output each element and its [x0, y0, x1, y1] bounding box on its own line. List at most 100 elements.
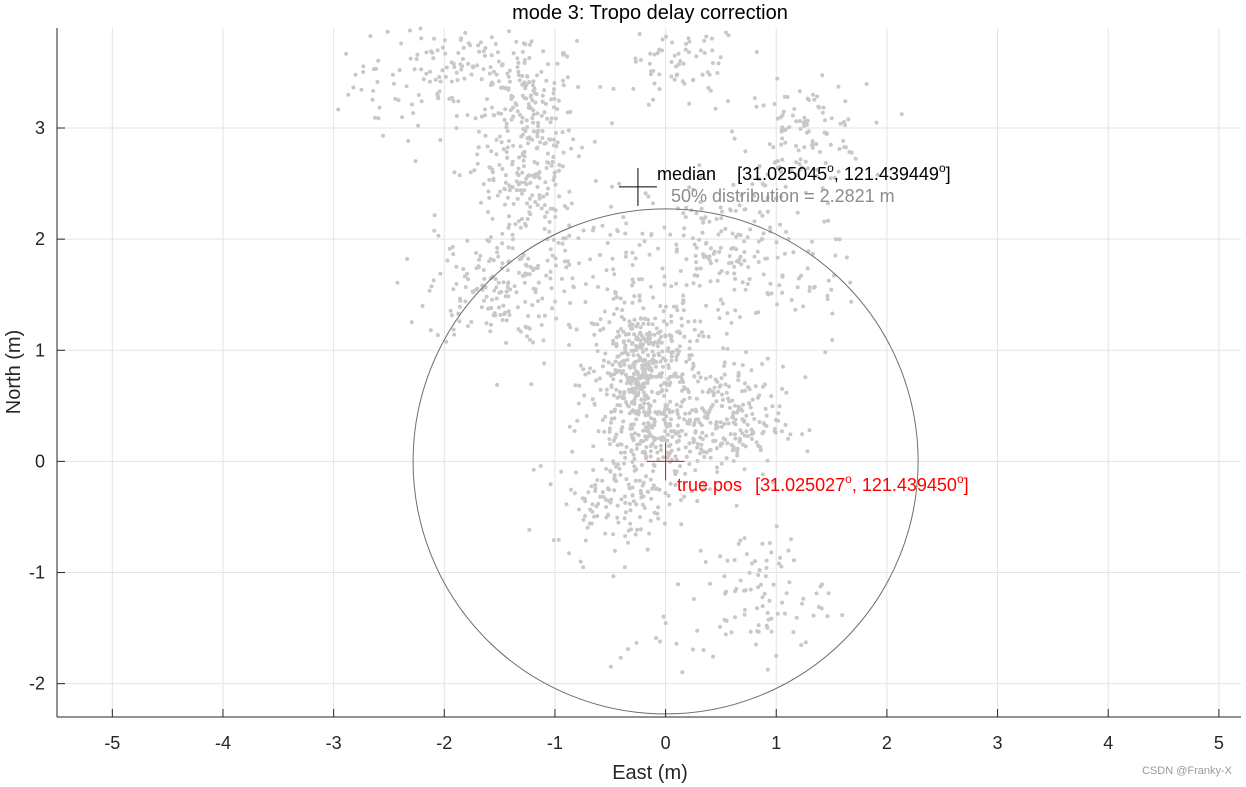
data-point	[644, 373, 649, 378]
data-point	[718, 420, 723, 425]
data-point	[500, 85, 505, 90]
data-point	[463, 30, 468, 35]
data-point	[755, 606, 760, 611]
data-point	[664, 424, 669, 429]
data-point	[504, 318, 509, 323]
data-point	[646, 424, 651, 429]
data-point	[515, 109, 520, 114]
data-point	[838, 121, 843, 126]
data-point	[644, 454, 649, 459]
data-point	[738, 254, 743, 259]
data-point	[715, 278, 720, 283]
data-point	[611, 393, 616, 398]
data-point	[636, 381, 641, 386]
data-point	[682, 334, 687, 339]
data-point	[760, 595, 765, 600]
data-point	[714, 399, 719, 404]
data-point	[795, 285, 800, 290]
data-point	[648, 454, 653, 459]
data-point	[623, 510, 628, 515]
data-point	[633, 532, 638, 537]
data-point	[517, 270, 521, 275]
data-point	[669, 314, 674, 318]
data-point	[438, 138, 443, 142]
data-point	[739, 193, 744, 198]
data-point	[505, 129, 510, 134]
data-point	[529, 39, 534, 44]
data-point	[483, 133, 488, 138]
data-point	[458, 298, 463, 303]
data-point	[623, 500, 628, 505]
data-point	[522, 61, 527, 65]
data-point	[488, 329, 493, 334]
data-point	[554, 116, 558, 121]
data-point	[765, 625, 770, 630]
data-point	[436, 96, 441, 101]
data-point	[477, 257, 482, 262]
data-point	[630, 340, 635, 345]
median-marker	[618, 167, 657, 206]
data-point	[794, 119, 799, 124]
data-point	[694, 396, 699, 401]
data-point	[449, 79, 454, 84]
data-point	[588, 366, 593, 371]
data-point	[705, 412, 710, 417]
data-point	[747, 401, 752, 406]
data-point	[626, 482, 631, 487]
data-point	[476, 264, 481, 269]
data-point	[615, 229, 620, 234]
data-point	[753, 559, 758, 564]
data-point	[556, 98, 561, 103]
data-point	[648, 72, 653, 77]
data-point	[674, 304, 679, 309]
data-point	[507, 29, 512, 34]
data-point	[778, 115, 783, 120]
data-point	[803, 190, 808, 195]
data-point	[432, 213, 437, 218]
data-point	[646, 322, 651, 326]
data-point	[466, 324, 470, 329]
data-point	[786, 436, 791, 441]
data-point	[700, 72, 705, 77]
data-point	[578, 363, 583, 368]
data-point	[735, 453, 740, 458]
data-point	[576, 236, 581, 241]
data-point	[656, 246, 660, 251]
data-point	[535, 161, 540, 166]
data-point	[756, 260, 761, 264]
data-point	[709, 405, 714, 410]
data-point	[493, 42, 498, 47]
data-point	[604, 392, 609, 397]
data-point	[697, 283, 702, 288]
data-point	[528, 106, 533, 111]
data-point	[666, 376, 671, 381]
data-point	[797, 119, 802, 123]
data-point	[371, 67, 376, 72]
data-point	[773, 418, 778, 422]
data-point	[618, 390, 622, 394]
data-point	[724, 331, 729, 336]
data-point	[669, 319, 674, 324]
data-point	[728, 208, 733, 213]
data-point	[513, 222, 518, 227]
data-point	[489, 322, 493, 327]
data-point	[647, 410, 652, 415]
data-point	[737, 315, 742, 320]
data-point	[371, 88, 376, 93]
data-point	[674, 281, 679, 286]
data-point	[444, 339, 449, 344]
data-point	[649, 340, 654, 345]
data-point	[696, 417, 701, 422]
data-point	[496, 50, 500, 55]
data-point	[774, 240, 779, 245]
data-point	[562, 289, 567, 294]
data-point	[744, 350, 749, 355]
data-point	[822, 219, 827, 224]
data-point	[571, 137, 576, 142]
data-point	[457, 319, 462, 324]
data-point	[702, 51, 707, 55]
data-point	[393, 96, 398, 101]
data-point	[734, 503, 739, 508]
data-point	[714, 217, 719, 221]
data-point	[518, 144, 523, 149]
